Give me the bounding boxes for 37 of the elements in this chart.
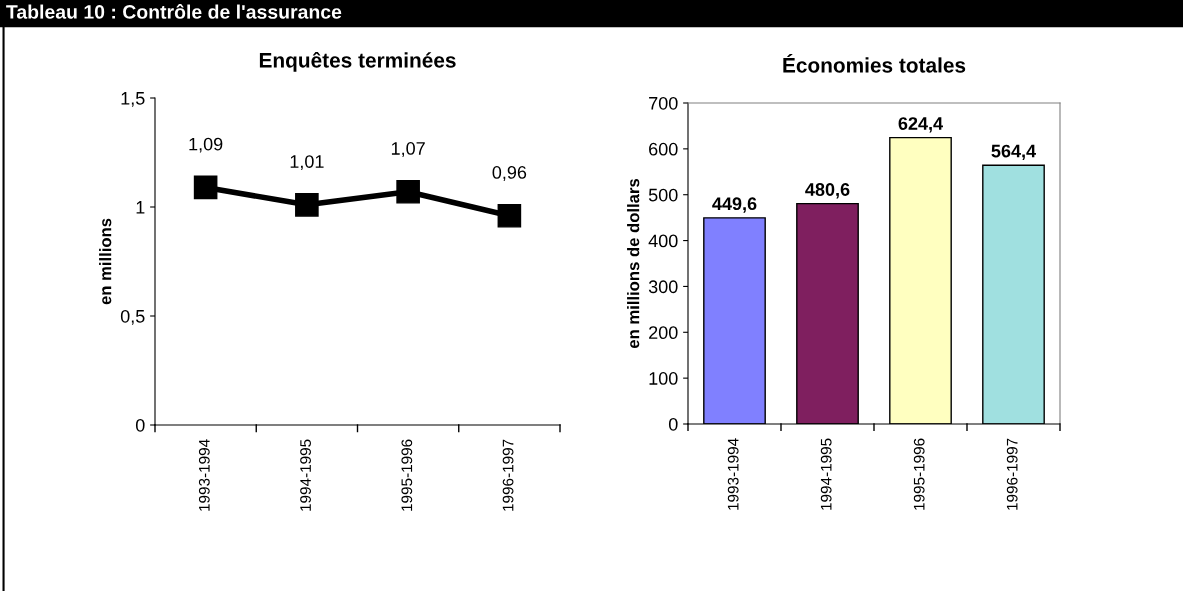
x-tick-label: 1994-1995 bbox=[300, 439, 311, 511]
y-tick-label: 100 bbox=[649, 372, 678, 385]
data-label: 480,6 bbox=[805, 183, 850, 199]
y-tick-label: 1 bbox=[136, 201, 145, 214]
x-tick-label: 1996-1997 bbox=[1006, 438, 1018, 510]
y-axis-title: en millions bbox=[99, 218, 112, 305]
point bbox=[295, 193, 319, 217]
text: Tableau 10 : Contrôle de l'assurance bbox=[6, 4, 342, 19]
chart-title: Enquêtes terminées bbox=[259, 51, 456, 72]
data-label: 449,6 bbox=[712, 197, 757, 213]
text: 1,01 bbox=[290, 155, 324, 171]
chart-title: Économies totales bbox=[783, 53, 966, 73]
point bbox=[497, 203, 522, 228]
y-tick-label: 200 bbox=[649, 326, 678, 340]
data-label: 564,4 bbox=[991, 144, 1036, 161]
text: 0,96 bbox=[492, 166, 527, 181]
x-tick-label: 1996-1997 bbox=[502, 439, 514, 511]
x-tick-label: 1994-1995 bbox=[820, 438, 832, 510]
y-tick-label: 0 bbox=[668, 417, 678, 431]
y-tick-label: 400 bbox=[648, 234, 678, 248]
y-tick-label: 600 bbox=[649, 142, 678, 156]
text: 1,09 bbox=[189, 137, 223, 153]
point bbox=[396, 179, 420, 204]
point bbox=[193, 175, 218, 200]
y-axis-title: en millions de dollars bbox=[627, 178, 640, 349]
y-tick-label: 700 bbox=[649, 96, 678, 110]
y-tick-label: 300 bbox=[648, 280, 678, 294]
y-tick-label: 1,5 bbox=[121, 92, 145, 107]
y-tick-label: 0,5 bbox=[120, 309, 145, 325]
y-tick-label: 0 bbox=[135, 418, 145, 432]
data-label: 624,4 bbox=[898, 117, 943, 133]
x-tick-label: 1995-1996 bbox=[913, 438, 925, 510]
text: 1,07 bbox=[391, 142, 425, 157]
x-tick-label: 1993-1994 bbox=[727, 438, 739, 510]
x-tick-label: 1993-1994 bbox=[198, 439, 210, 511]
x-tick-label: 1995-1996 bbox=[401, 439, 413, 511]
y-tick-label: 500 bbox=[648, 188, 678, 202]
